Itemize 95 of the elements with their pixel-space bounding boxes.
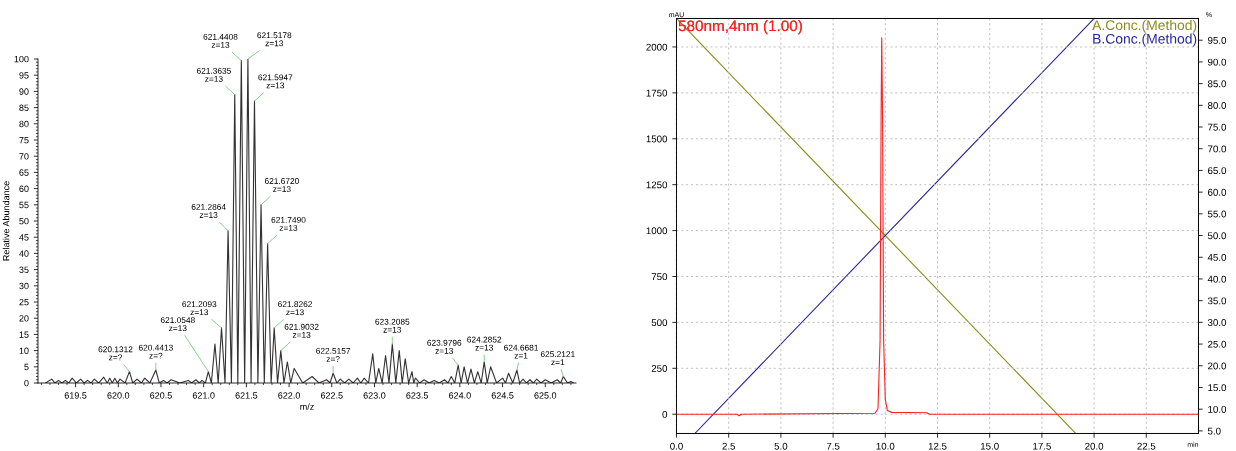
annotation: 621.3635 z=13	[196, 67, 231, 82]
x-tick-label: 619.5	[64, 392, 87, 399]
y-tick-label: 25	[19, 298, 29, 306]
y-tick-label: 1250	[646, 181, 668, 189]
y2-tick-label: 50.0	[1207, 232, 1227, 240]
x-tick-label: 0.0	[670, 442, 683, 450]
y-tick-label: 50	[19, 217, 29, 225]
y-tick-label: 15	[19, 331, 29, 338]
x-tick-label: 620.5	[150, 392, 172, 399]
x-tick-label: 20.0	[1085, 442, 1104, 450]
x-tick-label: 621.0	[192, 392, 215, 399]
y-tick-label: 45	[19, 234, 29, 241]
y-tick-label: 55	[19, 201, 29, 209]
y-tick-label: 85	[19, 104, 29, 111]
y2-tick-label: 60.0	[1208, 188, 1227, 196]
x-tick-label: 15.0	[980, 442, 999, 450]
y-tick-label: 250	[651, 365, 668, 372]
y2-tick-label: 10.0	[1208, 405, 1227, 413]
y2-tick-label: 20.0	[1208, 362, 1227, 370]
y2-tick-label: 70.0	[1208, 145, 1227, 153]
annotation: 620.4413 z=?	[138, 344, 173, 359]
x-axis-title: m/z	[300, 403, 314, 410]
y-tick-label: 2000	[646, 43, 668, 51]
y2-tick-label: 35.0	[1207, 297, 1227, 305]
annotation: 621.2864 z=13	[191, 203, 226, 218]
x-tick-label: 7.5	[826, 442, 840, 450]
x-tick-label: 620.0	[107, 392, 130, 399]
y-tick-label: 40	[19, 250, 29, 257]
y-tick-label: 65	[19, 169, 29, 176]
annotation: 625.2121 z=1	[540, 351, 575, 366]
y-tick-label: 1500	[646, 135, 668, 143]
x-tick-label: 625.0	[534, 392, 557, 399]
x-tick-label: 10.0	[876, 442, 895, 450]
y-tick-label: 1000	[646, 227, 668, 235]
x-tick-label: 622.0	[278, 392, 301, 399]
y-tick-label: 80	[19, 120, 29, 128]
annotation: 621.7490 z=13	[271, 216, 306, 231]
series-label: B.Conc.(Method)	[1093, 33, 1197, 47]
x-tick-label: 623.5	[406, 392, 429, 399]
y2-tick-label: 65.0	[1208, 167, 1227, 175]
x-tick-label: 17.5	[1033, 442, 1051, 450]
y2-tick-label: 95.0	[1207, 36, 1227, 44]
y-tick-label: 500	[651, 319, 668, 327]
y-tick-label: 35	[19, 266, 29, 273]
x-tick-label: 5.0	[774, 442, 788, 450]
annotation: 620.1312 z=?	[98, 346, 133, 361]
annotation: 621.9032 z=13	[284, 323, 319, 338]
y-tick-label: 0	[24, 379, 29, 387]
x-tick-label: 2.5	[722, 442, 736, 450]
annotation: 621.6720 z=13	[264, 178, 299, 193]
annotation: 623.2085 z=13	[375, 318, 410, 333]
annotation: 621.2093 z=13	[182, 301, 217, 316]
line-series	[45, 59, 574, 383]
y-tick-label: 60	[19, 185, 29, 192]
annotation: 623.9796 z=13	[427, 339, 462, 354]
y-tick-label: 5	[24, 363, 29, 371]
y2-tick-label: 5.0	[1207, 427, 1221, 435]
annotation: 621.4408 z=13	[203, 33, 238, 48]
y-tick-label: 750	[651, 273, 668, 281]
y2-tick-label: 85.0	[1207, 80, 1227, 88]
annotation: 622.5157 z=?	[316, 347, 351, 362]
y-tick-label: 1750	[646, 89, 668, 97]
annotation: 624.2852 z=13	[467, 336, 502, 351]
y-tick-label: 95	[19, 72, 29, 79]
y2-tick-label: 25.0	[1208, 340, 1227, 348]
y2-tick-label: 90.0	[1207, 58, 1227, 66]
annotation: 621.5178 z=13	[257, 32, 292, 47]
y-tick-label: 90	[19, 88, 29, 95]
y2-tick-label: 45.0	[1207, 253, 1227, 261]
y-tick-label: 20	[19, 315, 29, 322]
x-tick-label: 624.5	[491, 392, 514, 399]
annotation: 621.8262 z=13	[278, 301, 312, 316]
x-tick-label: 22.5	[1137, 442, 1156, 450]
y-tick-label: 0	[662, 410, 668, 418]
y-axis-title: Relative Abundance	[2, 181, 10, 261]
y-tick-label: 75	[19, 137, 29, 144]
y2-tick-label: 80.0	[1207, 102, 1227, 109]
y-tick-label: 30	[19, 282, 29, 290]
y2-tick-label: 30.0	[1207, 319, 1227, 326]
x-tick-label: 621.5	[235, 392, 258, 399]
y-tick-label: 70	[19, 153, 29, 160]
y2-tick-label: 55.0	[1207, 210, 1227, 218]
annotation: 624.6681 z=1	[504, 344, 539, 359]
y-tick-label: 10	[19, 347, 29, 354]
annotation: 621.5947 z=13	[258, 74, 293, 89]
x-tick-label: 622.5	[320, 392, 343, 399]
annotation: 621.0548 z=13	[160, 317, 195, 332]
y-tick-label: 100	[14, 55, 29, 63]
y2-tick-label: 75.0	[1208, 123, 1227, 131]
x-tick-label: 623.0	[363, 392, 386, 399]
x-tick-label: 12.5	[928, 442, 947, 450]
y2-tick-label: 15.0	[1208, 384, 1227, 392]
x-tick-label: 624.0	[449, 392, 471, 399]
text: A.Conc.(Method)	[1092, 19, 1197, 33]
y2-tick-label: 40.0	[1207, 275, 1227, 283]
